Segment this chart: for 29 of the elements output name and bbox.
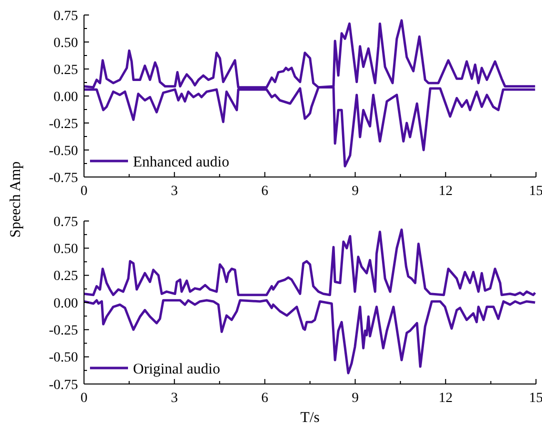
y-tick-label: -0.50 bbox=[48, 144, 78, 159]
y-tick-label: 0.75 bbox=[54, 8, 78, 24]
x-tick-label: 0 bbox=[80, 184, 88, 199]
y-tick-label: -0.25 bbox=[48, 116, 78, 132]
y-tick-label: 0.50 bbox=[54, 242, 78, 258]
legend-label: Original audio bbox=[133, 361, 220, 378]
x-tick-label: 9 bbox=[352, 184, 359, 199]
line-series bbox=[82, 228, 536, 296]
legend-label: Enhanced audio bbox=[133, 154, 230, 170]
y-axis-title: Speech Amp bbox=[8, 161, 24, 238]
x-tick-label: 6 bbox=[261, 184, 268, 199]
x-tick-label: 9 bbox=[352, 391, 359, 406]
x-axis-title: T/s bbox=[300, 410, 320, 426]
y-tick-label: -0.50 bbox=[48, 350, 78, 366]
y-tick-label: 0.25 bbox=[54, 62, 78, 78]
y-tick-label: -0.75 bbox=[48, 378, 78, 393]
x-tick-label: 12 bbox=[438, 391, 453, 406]
x-tick-label: 6 bbox=[261, 391, 268, 406]
y-tick-label: -0.75 bbox=[48, 170, 78, 186]
y-tick-label: 0.75 bbox=[54, 214, 78, 230]
y-tick-label: -0.25 bbox=[48, 324, 78, 339]
y-tick-label: 0.00 bbox=[54, 296, 78, 312]
y-tick-label: 0.00 bbox=[54, 90, 78, 105]
x-tick-label: 0 bbox=[80, 391, 88, 406]
x-tick-label: 3 bbox=[170, 391, 178, 406]
y-tick-label: 0.50 bbox=[54, 36, 78, 51]
x-tick-label: 3 bbox=[170, 184, 178, 199]
y-tick-label: 0.25 bbox=[54, 269, 78, 284]
x-tick-label: 12 bbox=[438, 184, 453, 199]
